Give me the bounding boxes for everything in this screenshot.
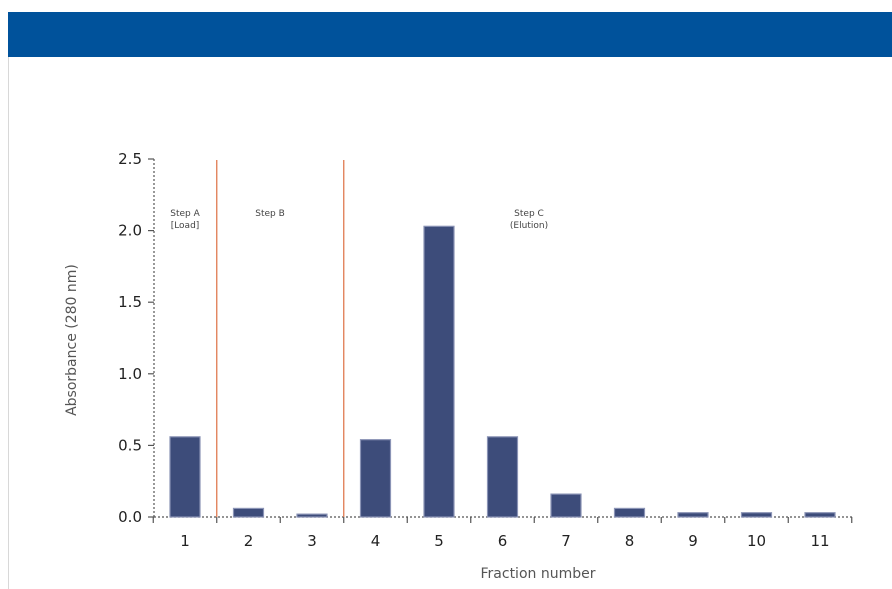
x-axis-title: Fraction number: [481, 566, 596, 582]
plot-area: 0.0 0.5 1.0 1.5 2.0 2.5 1 2 3 4 5 6 7 8 9 10 11 Step A [Lo…: [118, 150, 853, 550]
bar-fraction-2: [232, 507, 265, 518]
bar-fraction-10: [740, 512, 773, 518]
y-tick-label: 0.5: [118, 436, 142, 454]
x-tick-label: 6: [498, 532, 508, 550]
x-tick-label: 5: [434, 532, 444, 550]
step-annotation-line: Step C: [514, 209, 544, 219]
bar-fraction-4: [359, 439, 392, 518]
y-tick-label: 0.0: [118, 508, 142, 526]
step-annotation-line: Step A: [170, 209, 200, 219]
x-tick-label: 7: [561, 532, 571, 550]
bar-fraction-11: [804, 512, 836, 518]
bar-fraction-5: [423, 225, 455, 518]
bar-fraction-3: [296, 513, 328, 518]
x-tick-label: 1: [180, 532, 190, 550]
bar-fraction-6: [486, 436, 519, 518]
x-tick-label: 3: [307, 532, 317, 550]
x-tick-label: 10: [747, 532, 766, 550]
header-bar: [8, 12, 892, 57]
x-tick-label: 9: [688, 532, 698, 550]
bar-fraction-8: [613, 507, 646, 518]
bar-fraction-1: [169, 436, 201, 518]
step-annotation-line: Step B: [255, 209, 285, 219]
y-tick-label: 1.0: [118, 365, 142, 383]
x-tick-label: 8: [625, 532, 635, 550]
y-axis-title: Absorbance (280 nm): [64, 264, 80, 416]
y-tick-label: 2.0: [118, 222, 142, 240]
x-tick-label: 4: [371, 532, 381, 550]
panel-left-border: [8, 57, 9, 589]
x-tick-label: 11: [810, 532, 829, 550]
y-tick-label: 2.5: [118, 150, 142, 168]
bar-fraction-9: [677, 512, 709, 518]
step-annotation-line: (Elution): [510, 221, 548, 231]
x-tick-label: 2: [244, 532, 254, 550]
bar-fraction-7: [550, 493, 582, 518]
step-annotation-line: [Load]: [171, 221, 200, 231]
y-tick-label: 1.5: [118, 293, 142, 311]
